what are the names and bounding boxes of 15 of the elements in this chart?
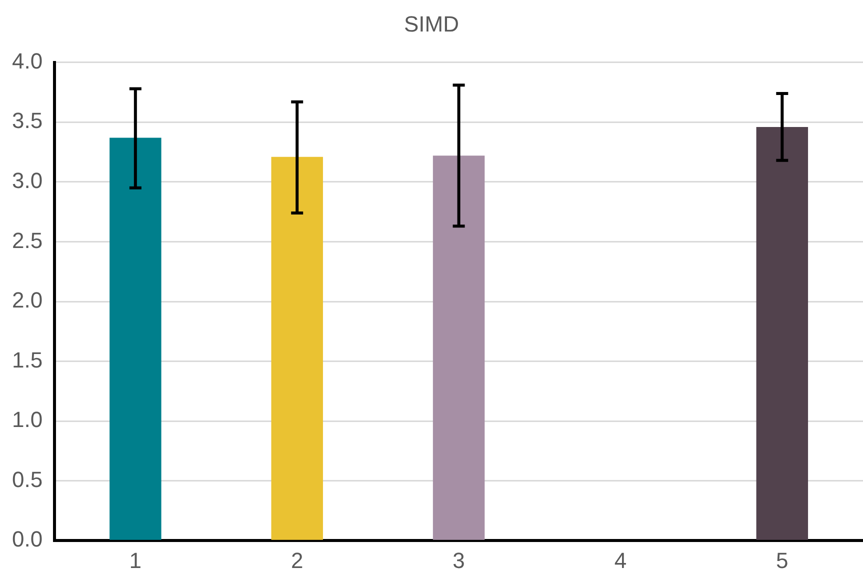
y-tick-label: 2.5 bbox=[12, 228, 43, 253]
y-tick-label: 1.5 bbox=[12, 347, 43, 372]
y-tick-label: 4.0 bbox=[12, 48, 43, 74]
y-tick-label: 0.5 bbox=[12, 466, 43, 492]
x-tick-label: 2 bbox=[290, 548, 304, 573]
x-tick-label: 5 bbox=[776, 548, 788, 573]
chart-title: SIMD bbox=[404, 11, 459, 36]
y-tick-label: 1.0 bbox=[12, 407, 43, 432]
y-tick-label: 2.0 bbox=[12, 288, 43, 313]
x-tick-label: 1 bbox=[129, 548, 142, 573]
y-tick-label: 3.0 bbox=[12, 168, 43, 194]
x-tick-label: 4 bbox=[614, 548, 627, 573]
x-tick-label: 3 bbox=[452, 548, 465, 573]
y-tick-label: 3.5 bbox=[12, 108, 43, 134]
y-tick-label: 0.0 bbox=[12, 526, 43, 552]
